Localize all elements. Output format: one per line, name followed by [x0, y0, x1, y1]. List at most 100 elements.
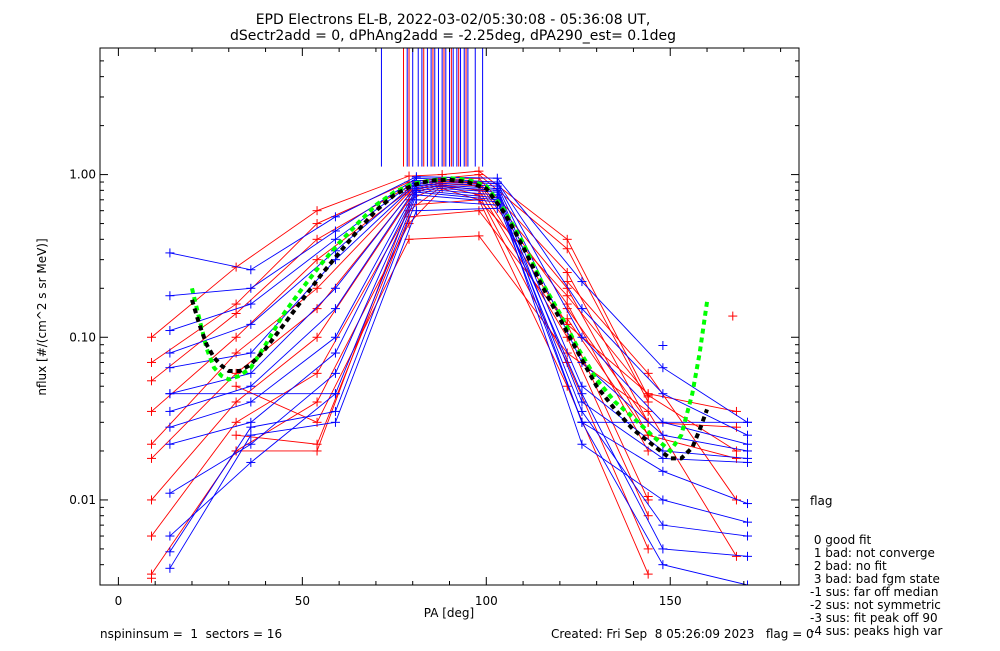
sweep-blue-3	[169, 181, 748, 452]
point-blue-0-5	[577, 277, 587, 287]
sweep-red-5	[151, 183, 649, 501]
y-tick-label-0: 0.01	[69, 493, 96, 507]
point-red-10-3	[474, 206, 484, 216]
x-axis-label: PA [deg]	[424, 606, 474, 620]
sweep-red-6	[151, 184, 649, 516]
point-red-12-1	[643, 368, 653, 378]
point-blue-12-2	[330, 417, 340, 427]
point-red-7-1	[231, 417, 241, 427]
point-red-11-4	[562, 291, 572, 301]
point-blue-10-7	[742, 580, 752, 585]
sweep-red-4	[151, 181, 649, 452]
sweep-blue-10	[169, 194, 748, 585]
point-blue-3-1	[246, 319, 256, 329]
point-red-3-1	[231, 332, 241, 342]
point-blue-10-1	[246, 457, 256, 467]
point-blue-9-0	[165, 488, 175, 498]
point-blue-11-2	[330, 406, 340, 416]
point-red-10-0	[231, 430, 241, 440]
point-blue-0-1	[246, 265, 256, 275]
point-blue-3-0	[165, 348, 175, 358]
point-red-isolated-1	[643, 491, 653, 501]
point-blue-1-0	[165, 291, 175, 301]
point-blue-4-1	[246, 348, 256, 358]
chart-subtitle: dSectr2add = 0, dPhAng2add = -2.25deg, d…	[230, 28, 676, 44]
legend-title: flag	[810, 494, 833, 508]
point-red-9-0	[231, 381, 241, 391]
sweep-blue-0	[169, 176, 748, 423]
point-red-1-1	[231, 299, 241, 309]
point-blue-0-0	[165, 248, 175, 258]
sweep-red-14	[566, 318, 737, 459]
point-blue-9-2	[330, 368, 340, 378]
point-blue-10-0	[165, 531, 175, 541]
legend-entry-1: 1 bad: not converge	[810, 546, 935, 560]
point-blue-1-5	[577, 304, 587, 314]
point-red-9-2	[404, 234, 414, 244]
point-blue-6-2	[330, 304, 340, 314]
fit-curve-green	[190, 176, 710, 454]
point-blue-5-6	[658, 453, 668, 463]
point-red-0-0	[147, 332, 157, 342]
sweep-blue-1	[169, 177, 748, 436]
sweep-blue-5	[169, 184, 748, 463]
sweep-red-0	[151, 170, 649, 398]
point-red-2-2	[312, 234, 322, 244]
point-blue-1-1	[246, 283, 256, 293]
point-blue-2-2	[330, 234, 340, 244]
sweep-blue-2	[169, 180, 748, 445]
point-blue-5-5	[577, 397, 587, 407]
point-blue-10-6	[658, 560, 668, 570]
point-blue-6-6	[658, 466, 668, 476]
point-blue-8-7	[742, 531, 752, 541]
point-blue-9-6	[658, 544, 668, 554]
point-blue-5-1	[246, 368, 256, 378]
point-blue-14-1	[742, 417, 752, 427]
legend-entry-6: -3 sus: fit peak off 90	[810, 611, 938, 625]
point-red-9-6	[731, 551, 741, 561]
point-red-5-0	[147, 453, 157, 463]
point-red-6-2	[312, 332, 322, 342]
x-tick-label-150: 150	[659, 594, 682, 608]
point-blue-8-0	[165, 439, 175, 449]
point-blue-1-6	[658, 389, 668, 399]
point-blue-11-3	[411, 195, 421, 205]
footer-left: nspininsum = 1 sectors = 16	[100, 627, 283, 641]
point-blue-1-2	[330, 226, 340, 236]
point-red-1-6	[562, 244, 572, 254]
point-blue-isolated-0	[658, 340, 668, 350]
point-red-14-2	[731, 453, 741, 463]
point-blue-2-1	[246, 299, 256, 309]
point-red-13-0	[562, 304, 572, 314]
point-red-8-2	[312, 397, 322, 407]
point-blue-7-2	[330, 332, 340, 342]
point-blue-8-5	[577, 406, 587, 416]
point-blue-1-7	[742, 430, 752, 440]
point-blue-6-0	[165, 406, 175, 416]
point-blue-11-1	[246, 422, 256, 432]
point-blue-12-0	[165, 563, 175, 573]
sweep-blue-9	[169, 191, 748, 557]
point-red-2-6	[562, 268, 572, 278]
point-blue-6-7	[742, 499, 752, 509]
y-axis-label: nflux [#/(cm^2 s sr MeV)]	[35, 238, 49, 395]
sweep-blue-7	[169, 188, 748, 523]
sweep-red-7	[151, 185, 649, 550]
point-blue-7-1	[246, 397, 256, 407]
point-red-7-0	[147, 531, 157, 541]
point-blue-12-1	[246, 430, 256, 440]
point-red-9-3	[474, 231, 484, 241]
chart-title: EPD Electrons EL-B, 2022-03-02/05:30:08 …	[256, 12, 651, 28]
sweep-blue-4	[169, 183, 748, 459]
point-blue-5-7	[742, 457, 752, 467]
point-blue-13-1	[330, 389, 340, 399]
sweep-red-8	[151, 188, 649, 575]
point-red-7-7	[643, 544, 653, 554]
point-red-11-5	[643, 390, 653, 400]
point-blue-11-0	[165, 547, 175, 557]
point-red-4-2	[312, 283, 322, 293]
point-red-isolated-2	[147, 573, 157, 583]
point-red-3-0	[147, 406, 157, 416]
flag-legend: flag 0 good fit 1 bad: not converge 2 ba…	[810, 469, 942, 651]
